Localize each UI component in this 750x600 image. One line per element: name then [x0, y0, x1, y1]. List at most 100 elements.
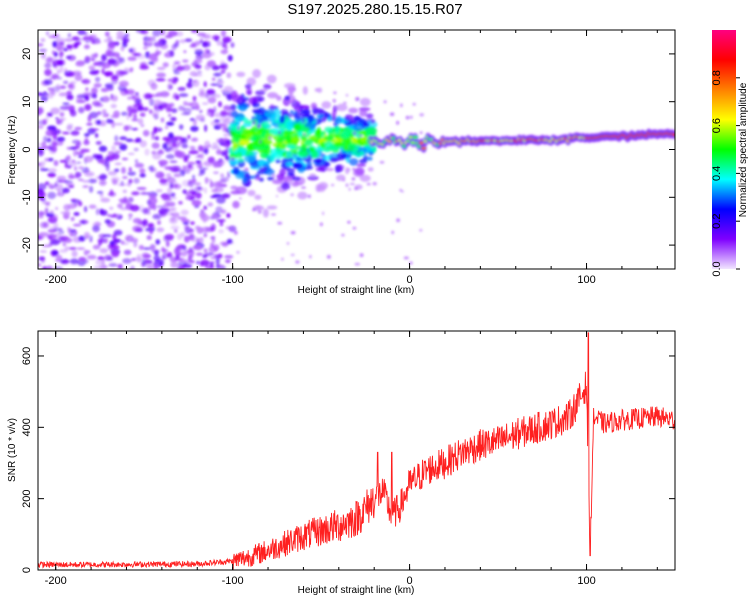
spectrogram-blob	[99, 247, 109, 254]
spectrogram-blob	[289, 114, 294, 118]
spectrogram-blob	[194, 182, 201, 186]
spectrogram-blob	[200, 118, 206, 123]
spectrogram-blob	[190, 145, 196, 151]
spectrogram-blob	[352, 226, 357, 230]
spectrogram-blob	[248, 96, 258, 105]
spectrogram-blob	[73, 166, 78, 171]
spectrogram-blob	[96, 111, 102, 115]
spectrogram-blob	[111, 121, 116, 129]
spectrogram-blob	[320, 222, 323, 227]
spectrogram-blob	[66, 44, 72, 49]
spectrogram-blob	[95, 133, 99, 138]
spectrogram-blob	[320, 141, 326, 148]
spectrogram-blob	[84, 55, 91, 63]
spectrogram-blob	[325, 167, 335, 172]
spectrogram-blob	[42, 265, 48, 269]
spectrogram-blob	[146, 235, 152, 241]
spectrogram-blob	[112, 233, 117, 241]
spectrogram-blob	[180, 209, 189, 216]
spectrogram-blob	[225, 259, 231, 263]
spectrogram-blob	[92, 54, 98, 59]
spectrogram-blob	[143, 40, 147, 46]
snr-x-tick-label: -100	[222, 575, 244, 587]
spectrogram-blob	[93, 82, 102, 88]
spectrogram-blob	[55, 206, 59, 211]
spectrogram-blob	[49, 210, 54, 215]
spectrogram-blob	[131, 191, 140, 196]
spectrogram-blob	[198, 92, 209, 98]
spectrogram-blob	[75, 143, 80, 150]
spectrogram-blob	[184, 249, 194, 253]
spectrogram-blob	[147, 211, 151, 216]
spectrogram-blob	[254, 90, 266, 96]
spectrogram-blob	[128, 213, 133, 218]
spectrogram-blob	[90, 93, 97, 99]
spectrogram-blob	[258, 167, 269, 171]
spectrogram-blob	[200, 209, 205, 213]
spectrogram-blob	[111, 250, 120, 258]
spectrogram-blob	[191, 178, 196, 184]
spectrogram-blob	[48, 34, 57, 39]
spectrogram-blob	[168, 132, 174, 139]
spectrogram-blob	[127, 152, 135, 156]
spectrogram-blob	[133, 113, 137, 121]
snr-y-tick-label: 0	[21, 567, 33, 573]
spectrogram-blob	[391, 230, 395, 235]
spectrogram-blob	[111, 145, 117, 152]
spectrogram-blob	[153, 126, 158, 134]
spectrogram-y-tick-label: 0	[21, 146, 33, 152]
spectrogram-blob	[173, 173, 182, 178]
spectrogram-blob	[128, 196, 134, 203]
spectrogram-blob	[136, 186, 147, 191]
spectrogram-blob	[134, 227, 142, 233]
spectrogram-blob	[300, 126, 311, 132]
spectrogram-blob	[110, 74, 119, 81]
spectrogram-blob	[113, 141, 123, 146]
spectrogram-blob	[192, 119, 197, 126]
spectrogram-blob	[193, 48, 204, 52]
spectrogram-blob	[307, 114, 315, 123]
spectrogram-blob	[160, 117, 165, 123]
spectrogram-blob	[183, 50, 187, 54]
spectrogram-blob	[46, 137, 52, 143]
spectrogram-blob	[295, 260, 300, 264]
spectrogram-blob	[333, 91, 337, 95]
spectrogram-blob	[219, 241, 230, 246]
spectrogram-blob	[211, 34, 221, 41]
spectrogram-blob	[185, 81, 195, 89]
spectrogram-blob	[272, 174, 276, 177]
spectrogram-blob	[111, 152, 120, 160]
spectrogram-blob	[210, 223, 216, 231]
spectrogram-blob	[277, 221, 283, 225]
spectrogram-blob	[286, 150, 292, 158]
spectrogram-blob	[247, 189, 256, 197]
spectrogram-blob	[105, 87, 114, 91]
spectrogram-blob	[167, 30, 178, 37]
spectrogram-blob	[182, 59, 189, 63]
snr-y-tick-label: 600	[21, 347, 33, 365]
spectrogram-blob	[261, 120, 270, 129]
spectrogram-blob	[75, 62, 85, 67]
spectrogram-blob	[182, 189, 187, 194]
spectrogram-blob	[161, 255, 166, 261]
spectrogram-blob	[246, 88, 253, 96]
spectrogram-blob	[77, 178, 84, 182]
spectrogram-blob	[300, 109, 310, 119]
spectrogram-blob	[122, 175, 128, 180]
spectrogram-blob	[209, 261, 214, 268]
spectrogram-blob	[349, 158, 359, 166]
spectrogram-blob	[177, 216, 187, 220]
spectrogram-x-tick-label: -200	[45, 274, 67, 286]
spectrogram-blob	[161, 39, 166, 45]
spectrogram-blob	[39, 161, 46, 165]
spectrogram-blob	[63, 204, 71, 211]
spectrogram-image	[38, 30, 675, 269]
spectrogram-blob	[161, 246, 165, 253]
spectrogram-blob	[210, 236, 216, 240]
spectrogram-blob	[129, 69, 133, 73]
spectrogram-blob	[128, 166, 132, 173]
spectrogram-blob	[183, 100, 188, 106]
spectrogram-blob	[106, 44, 116, 49]
spectrogram-blob	[173, 61, 181, 65]
spectrogram-blob	[207, 156, 215, 164]
